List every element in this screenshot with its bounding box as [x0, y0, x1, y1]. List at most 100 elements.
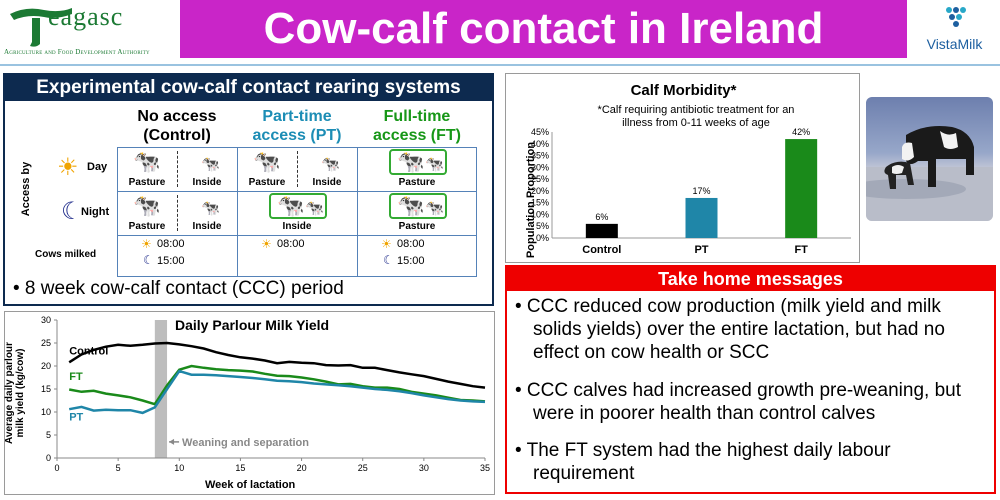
take-home-item: • CCC reduced cow production (milk yield…: [515, 296, 945, 363]
y-tick-label: 15: [41, 384, 51, 394]
take-home-item: • The FT system had the highest daily la…: [515, 440, 891, 484]
calf-icon: 🐄: [201, 200, 220, 217]
cell-label: Pasture: [398, 221, 436, 232]
series-line-pt: [68, 369, 486, 415]
vistamilk-logo: VistaMilk: [909, 0, 1000, 62]
y-tick-label: 35%: [531, 151, 549, 161]
y-tick-label: 0: [46, 453, 51, 463]
cell-label: Inside: [312, 177, 342, 188]
control-night-divider: [177, 195, 178, 231]
cow-calf-photo: [866, 97, 993, 221]
y-tick-label: 45%: [531, 127, 549, 137]
col-head-control-line1: No access: [137, 108, 217, 125]
day-label: Day: [87, 161, 108, 173]
col-head-pt-line1: Part-time: [262, 108, 332, 125]
series-line-ft: [68, 364, 486, 406]
col-head-ft-line1: Full-time: [383, 108, 451, 125]
grid-hline-2: [117, 235, 477, 236]
sun-icon: ☀: [261, 237, 272, 251]
moon-icon: ☾: [143, 253, 154, 267]
take-home-title: Take home messages: [507, 267, 994, 291]
ccc-period-text: • 8 week cow-calf contact (CCC) period: [13, 278, 344, 299]
x-tick-label: 10: [174, 463, 184, 473]
y-tick-label: 5%: [536, 221, 549, 231]
logo-wordmark: eagasc: [48, 2, 124, 31]
milking-time-am: 08:00: [277, 238, 305, 250]
together-box: [269, 193, 327, 219]
cell-label: Pasture: [248, 177, 286, 188]
x-tick-label: 25: [358, 463, 368, 473]
series-line-control: [68, 341, 486, 389]
cow-icon: 🐄: [277, 193, 305, 218]
together-box: [389, 149, 447, 175]
vistamilk-logo-mark: [946, 7, 966, 27]
y-tick-label: 25: [41, 338, 51, 348]
header-divider: [0, 64, 1000, 66]
logo-subtitle: Agriculture and Food Development Authori…: [4, 48, 150, 56]
cow-icon: 🐄: [397, 149, 425, 174]
grid-vline-2: [357, 147, 358, 277]
milking-time-pm: 15:00: [397, 255, 425, 267]
calf-icon: 🐄: [425, 200, 444, 217]
morbidity-subtitle: *Calf requiring antibiotic treatment for…: [546, 104, 846, 130]
morbidity-chart: Calf Morbidity* *Calf requiring antibiot…: [505, 73, 860, 263]
systems-grid: [117, 147, 477, 277]
cell-label: Inside: [192, 221, 222, 232]
x-tick-label: 15: [235, 463, 245, 473]
teagasc-logo: eagasc Agriculture and Food Development …: [0, 0, 178, 64]
milking-time-pm: 15:00: [157, 255, 185, 267]
together-box: [389, 193, 447, 219]
milk-title: Daily Parlour Milk Yield: [175, 317, 330, 333]
title-banner: Cow-calf contact in Ireland: [180, 0, 907, 58]
cell-label: Pasture: [128, 221, 166, 232]
experiment-panel: Experimental cow-calf contact rearing sy…: [3, 73, 494, 306]
vistamilk-name: VistaMilk: [926, 36, 983, 52]
data-label: 6%: [595, 212, 608, 222]
morbidity-plot: 0% 5% 10%15% 20% 25% 30%35% 40% 45% 6% Control 17%…: [531, 127, 851, 256]
take-home-item: • CCC calves had increased growth pre-we…: [515, 380, 961, 424]
morbidity-subtitle-line1: *Calf requiring antibiotic treatment for…: [597, 104, 795, 116]
y-tick-label: 25%: [531, 174, 549, 184]
night-label: Night: [81, 206, 110, 218]
x-tick-label: 20: [297, 463, 307, 473]
cell-label: Pasture: [128, 177, 166, 188]
calf-icon: 🐄: [425, 156, 444, 173]
series-label: PT: [69, 411, 83, 423]
cow-icon: 🐄: [133, 193, 161, 218]
cows-milked-label: Cows milked: [35, 249, 97, 260]
grid-hline-1: [117, 191, 477, 192]
cow-icon: 🐄: [133, 149, 161, 174]
access-by-label: Access by: [20, 161, 32, 217]
x-tick-label: PT: [694, 244, 708, 256]
calf-icon: 🐄: [321, 156, 340, 173]
col-head-ft-line2: access (FT): [372, 127, 462, 144]
milking-time-am: 08:00: [397, 238, 425, 250]
moon-icon: ☾: [383, 253, 394, 267]
cell-label: Inside: [192, 177, 222, 188]
sun-icon: ☀: [141, 237, 152, 251]
y-tick-label: 20%: [531, 186, 549, 196]
calf-icon: 🐄: [305, 200, 324, 217]
series-label: Control: [69, 346, 108, 358]
y-tick-label: 20: [41, 361, 51, 371]
bar: [685, 197, 718, 238]
y-tick-label: 30: [41, 315, 51, 325]
col-head-pt: Part-time access (PT): [237, 107, 357, 145]
morbidity-title: Calf Morbidity*: [630, 82, 737, 99]
cell-label: Pasture: [398, 177, 436, 188]
x-tick-label: 30: [419, 463, 429, 473]
grid-vline-1: [237, 147, 238, 277]
moon-icon: ☾: [61, 198, 83, 225]
control-day-divider: [177, 151, 178, 187]
bar: [585, 223, 618, 238]
pt-day-divider: [297, 151, 298, 187]
y-tick-label: 10%: [531, 209, 549, 219]
col-head-ft: Full-time access (FT): [357, 107, 477, 145]
x-tick-label: 5: [116, 463, 121, 473]
cell-label: Inside: [282, 221, 312, 232]
data-label: 17%: [692, 186, 710, 196]
cow-icon: 🐄: [253, 149, 281, 174]
col-head-control-line2: (Control): [143, 127, 211, 144]
milking-time-am: 08:00: [157, 238, 185, 250]
bar: [785, 139, 818, 238]
